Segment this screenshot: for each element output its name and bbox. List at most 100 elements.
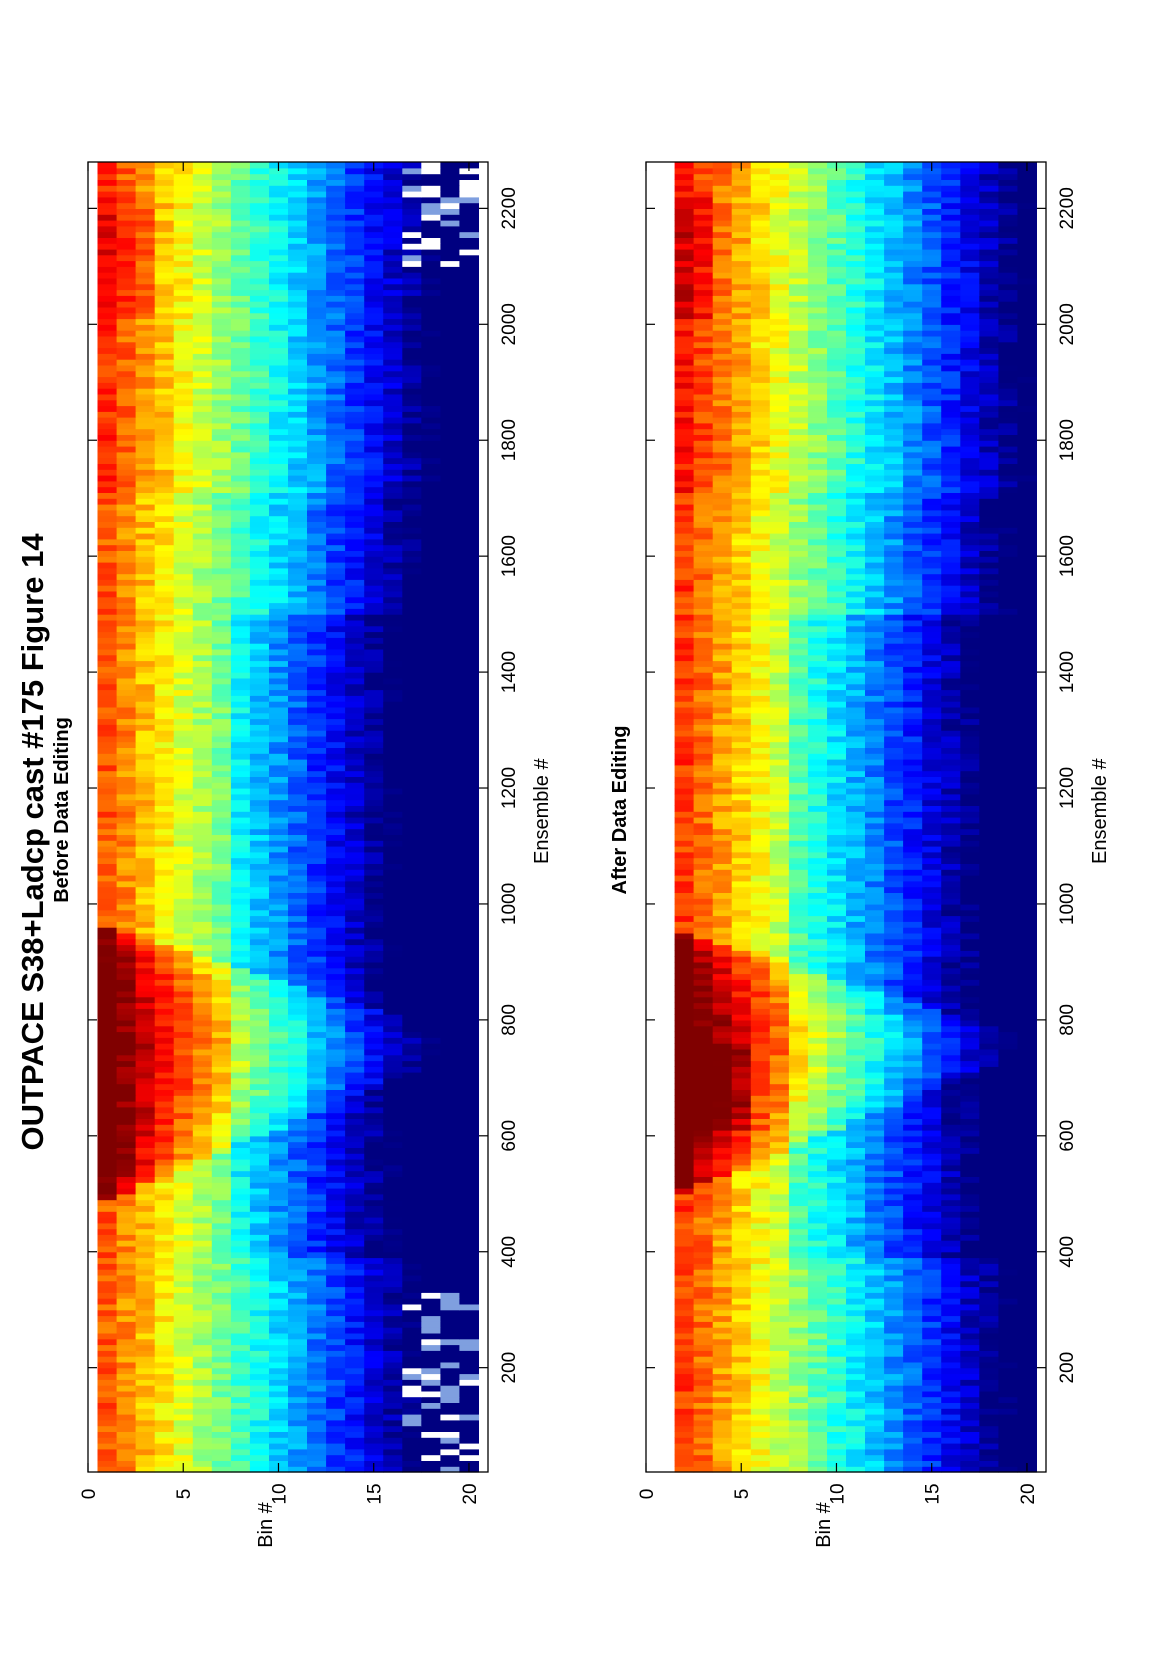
heatmap-cell [135,956,156,963]
heatmap-cell [402,1141,422,1148]
heatmap-cell [211,1390,232,1398]
heatmap-cell [998,1385,1018,1392]
heatmap-cell [154,515,175,522]
heatmap-cell [173,469,194,476]
heatmap-cell [154,851,175,859]
heatmap-cell [440,1188,460,1195]
heatmap-cell [440,1327,460,1334]
heatmap-cell [326,619,346,627]
heatmap-cell [192,492,213,499]
heatmap-cell [941,1350,961,1357]
heatmap-cell [288,961,308,969]
heatmap-cell [97,405,118,412]
heatmap-cell [421,1443,441,1450]
heatmap-cell [116,718,137,725]
heatmap-cell [402,1095,422,1102]
heatmap-cell [154,399,175,407]
heatmap-cell [154,550,175,557]
heatmap-cell [97,521,118,528]
heatmap-cell [402,208,422,215]
heatmap-cell [154,1118,175,1125]
heatmap-cell [459,695,479,702]
heatmap-cell [865,1414,885,1421]
heatmap-cell [440,990,460,998]
heatmap-cell [421,932,441,940]
heatmap-cell [135,689,156,696]
heatmap-cell [116,1066,137,1073]
heatmap-cell [1017,1419,1037,1427]
heatmap-cell [230,805,251,812]
heatmap-cell [154,654,175,662]
heatmap-cell [1017,1454,1037,1461]
heatmap-cell [97,1286,118,1293]
heatmap-cell [249,805,270,812]
heatmap-cell [345,1077,365,1085]
heatmap-cell [326,1043,346,1050]
heatmap-cell [459,1315,479,1322]
heatmap-cell [173,1338,194,1346]
heatmap-cell [230,921,251,928]
heatmap-cell [116,277,137,285]
heatmap-cell [326,231,346,238]
heatmap-cell [288,892,308,899]
heatmap-cell [345,828,365,835]
heatmap-cell [249,747,270,754]
heatmap-cell [307,237,327,244]
heatmap-cell [364,1385,384,1392]
heatmap-cell [288,579,308,586]
heatmap-cell [192,793,213,801]
heatmap-cell [440,277,460,285]
heatmap-cell [459,689,479,696]
heatmap-cell [402,1448,422,1456]
heatmap-cell [345,903,365,911]
heatmap-cell [459,1147,479,1154]
heatmap-cell [288,364,308,372]
heatmap-cell [288,1390,308,1398]
heatmap-cell [440,179,460,186]
heatmap-cell [345,608,365,615]
heatmap-cell [288,979,308,986]
heatmap-cell [192,202,213,209]
heatmap-cell [440,1159,460,1166]
heatmap-cell [288,950,308,957]
heatmap-cell [440,324,460,331]
heatmap-cell [383,1292,403,1299]
heatmap-cell [383,492,403,499]
heatmap-cell [364,225,384,233]
heatmap-cell [326,637,346,644]
heatmap-cell [288,840,308,847]
heatmap-cell [97,370,118,378]
heatmap-cell [97,805,118,812]
heatmap-cell [249,1054,270,1062]
heatmap-cell [421,422,441,430]
heatmap-cell [459,1361,479,1369]
heatmap-cell [345,301,365,308]
heatmap-cell [116,1153,137,1160]
heatmap-cell [97,1327,118,1334]
heatmap-cell [269,985,289,992]
x-tick-label: 2200 [499,187,520,229]
heatmap-cell [807,1437,828,1444]
heatmap-cell [116,764,137,772]
heatmap-cell [326,1373,346,1380]
heatmap-cell [884,1379,904,1386]
heatmap-cell [135,399,156,407]
heatmap-cell [383,1077,403,1085]
heatmap-cell [440,822,460,830]
heatmap-cell [230,1356,251,1363]
heatmap-cell [269,706,289,714]
heatmap-cell [693,1443,714,1450]
heatmap-cell [307,851,327,859]
heatmap-cell [421,440,441,447]
heatmap-cell [173,759,194,766]
heatmap-cell [192,672,213,679]
heatmap-cell [960,1466,980,1473]
heatmap-cell [211,1101,232,1108]
heatmap-cell [269,1257,289,1264]
heatmap-cell [211,1350,232,1357]
heatmap-cell [1017,1390,1037,1398]
heatmap-cell [116,979,137,986]
heatmap-cell [979,1425,999,1432]
heatmap-cell [402,359,422,366]
heatmap-cell [173,1037,194,1044]
